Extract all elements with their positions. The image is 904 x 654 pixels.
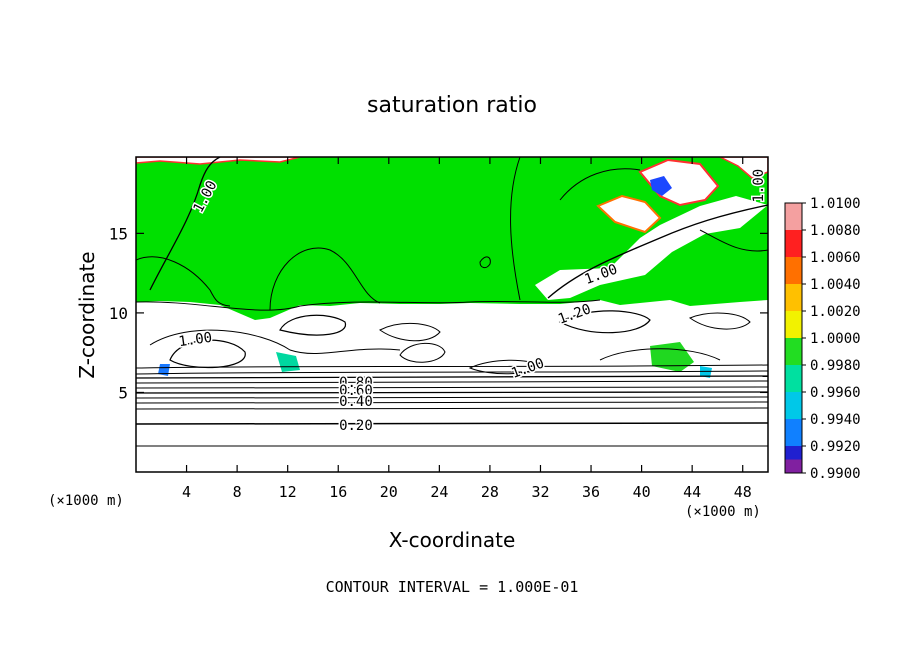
patch-left-blue [158, 364, 170, 376]
top-edge-noise-right [719, 157, 768, 179]
colorbar-swatch [785, 230, 802, 257]
y-tick-label: 5 [118, 383, 128, 402]
chart-title: saturation ratio [367, 93, 537, 118]
cloud-patch-mid [596, 194, 662, 234]
colorbar-label: 0.9960 [810, 385, 861, 401]
colorbar-swatch [785, 338, 802, 365]
colorbar-swatch [785, 203, 802, 230]
colorbar-swatch [785, 257, 802, 284]
colorbar-label: 0.9920 [810, 439, 861, 455]
contour-label: 1.00 [751, 169, 767, 203]
x-tick-label: 44 [683, 483, 701, 501]
x-unit-right: (×1000 m) [685, 504, 761, 520]
contour-interval-note: CONTOUR INTERVAL = 1.000E-01 [326, 578, 579, 596]
x-tick-label: 16 [329, 483, 347, 501]
cloud-region [535, 196, 768, 300]
colorbar-label: 0.9980 [810, 358, 861, 374]
top-edge-noise [136, 157, 301, 165]
x-tick-label: 12 [279, 483, 297, 501]
contour-lines [136, 157, 768, 447]
plot-area: 1.00 1.001.001.201.001.000.800.600.400.20 [136, 157, 768, 472]
x-unit-left: (×1000 m) [48, 493, 124, 509]
colorbar-label: 1.0100 [810, 196, 861, 212]
x-tick-label: 28 [481, 483, 499, 501]
colorbar-swatch [785, 311, 802, 338]
x-axis: 4 8 12 16 20 24 28 32 36 40 44 48 [182, 157, 752, 501]
colorbar-label: 0.9940 [810, 412, 861, 428]
colorbar-swatch [785, 284, 802, 311]
x-tick-label: 48 [734, 483, 752, 501]
x-tick-label: 8 [233, 483, 242, 501]
colorbar-label: 1.0060 [810, 250, 861, 266]
y-axis: 5 10 15 [109, 224, 768, 402]
plot-frame [135, 156, 769, 473]
colorbar-label: 0.9900 [810, 466, 861, 482]
x-tick-label: 36 [582, 483, 600, 501]
colorbar: 1.0100 1.0080 1.0060 1.0040 1.0020 1.0000 0.99… [784, 196, 861, 482]
colorbar-label: 1.0080 [810, 223, 861, 239]
contour-label: 0.40 [339, 394, 373, 410]
y-axis-label: Z-coordinate [75, 251, 99, 378]
x-tick-label: 4 [182, 483, 191, 501]
cloud-blue-patch [650, 176, 672, 196]
colorbar-swatch-end [785, 459, 802, 473]
colorbar-label: 1.0000 [810, 331, 861, 347]
patch-right-blue [700, 366, 712, 378]
colorbar-swatch [785, 365, 802, 392]
contour-label: 0.20 [339, 418, 373, 434]
x-tick-label: 32 [531, 483, 549, 501]
y-tick-label: 10 [109, 304, 128, 323]
x-tick-label: 20 [380, 483, 398, 501]
contour-label: 1.00 [178, 330, 214, 351]
colorbar-label: 1.0020 [810, 304, 861, 320]
x-tick-label: 40 [633, 483, 651, 501]
contour-label: 0.60 [339, 383, 373, 399]
y-tick-label: 15 [109, 224, 128, 243]
colorbar-swatch [785, 419, 802, 446]
colorbar-swatch [785, 392, 802, 419]
x-axis-label: X-coordinate [389, 528, 516, 552]
contour-label: 0.80 [339, 375, 373, 391]
colorbar-label: 1.0040 [810, 277, 861, 293]
x-tick-label: 24 [430, 483, 448, 501]
